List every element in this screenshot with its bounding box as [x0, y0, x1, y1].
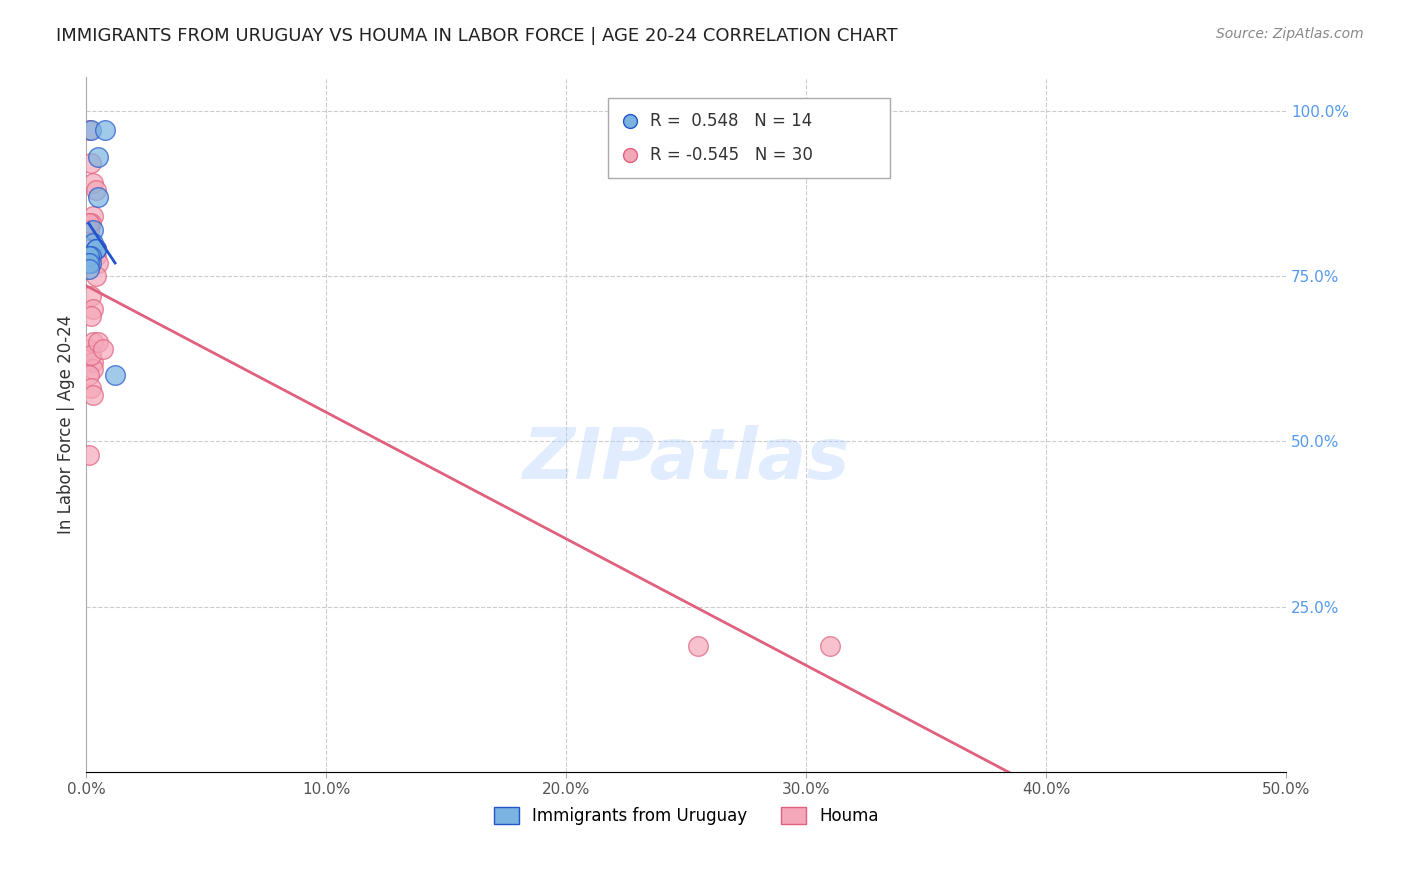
Text: ZIPatlas: ZIPatlas [523, 425, 849, 494]
Point [91, 342, 114, 356]
Y-axis label: In Labor Force | Age 20-24: In Labor Force | Age 20-24 [58, 315, 75, 534]
Legend: Immigrants from Uruguay, Houma: Immigrants from Uruguay, Houma [485, 798, 887, 833]
Text: IMMIGRANTS FROM URUGUAY VS HOUMA IN LABOR FORCE | AGE 20-24 CORRELATION CHART: IMMIGRANTS FROM URUGUAY VS HOUMA IN LABO… [56, 27, 898, 45]
Point [87, 189, 110, 203]
Point [82, 361, 104, 376]
Point [80, 156, 103, 170]
Point [77, 216, 100, 230]
Point [84, 183, 107, 197]
Point [80, 289, 103, 303]
Point [82, 222, 104, 236]
Point [80, 255, 103, 269]
Point [82, 355, 104, 369]
Point [82, 210, 104, 224]
Point [77, 368, 100, 383]
Point [84, 268, 107, 283]
Point [94, 123, 117, 137]
Point [104, 368, 127, 383]
Point [77, 255, 100, 269]
Point [87, 255, 110, 269]
Point [1161, 145, 1184, 160]
Point [80, 309, 103, 323]
Point [818, 640, 841, 654]
Point [84, 243, 107, 257]
Point [80, 249, 103, 263]
Point [82, 176, 104, 190]
Point [82, 235, 104, 250]
Point [87, 150, 110, 164]
Point [82, 334, 104, 349]
Point [84, 249, 107, 263]
Point [80, 123, 103, 137]
Point [80, 216, 103, 230]
Point [80, 348, 103, 362]
Bar [609, 98, 890, 178]
Point [77, 123, 100, 137]
Point [82, 388, 104, 402]
Text: R = -0.545   N = 30: R = -0.545 N = 30 [650, 146, 813, 164]
Point [84, 243, 107, 257]
Point [80, 381, 103, 395]
Point [82, 301, 104, 316]
Text: R =  0.548   N = 14: R = 0.548 N = 14 [650, 112, 813, 130]
Point [77, 222, 100, 236]
Point [77, 342, 100, 356]
Point [84, 243, 107, 257]
Point [87, 334, 110, 349]
Point [77, 262, 100, 277]
Point [77, 448, 100, 462]
Point [77, 222, 100, 236]
Point [688, 640, 710, 654]
Point [77, 249, 100, 263]
Point [1161, 178, 1184, 192]
Point [77, 249, 100, 263]
Text: Source: ZipAtlas.com: Source: ZipAtlas.com [1216, 27, 1364, 41]
